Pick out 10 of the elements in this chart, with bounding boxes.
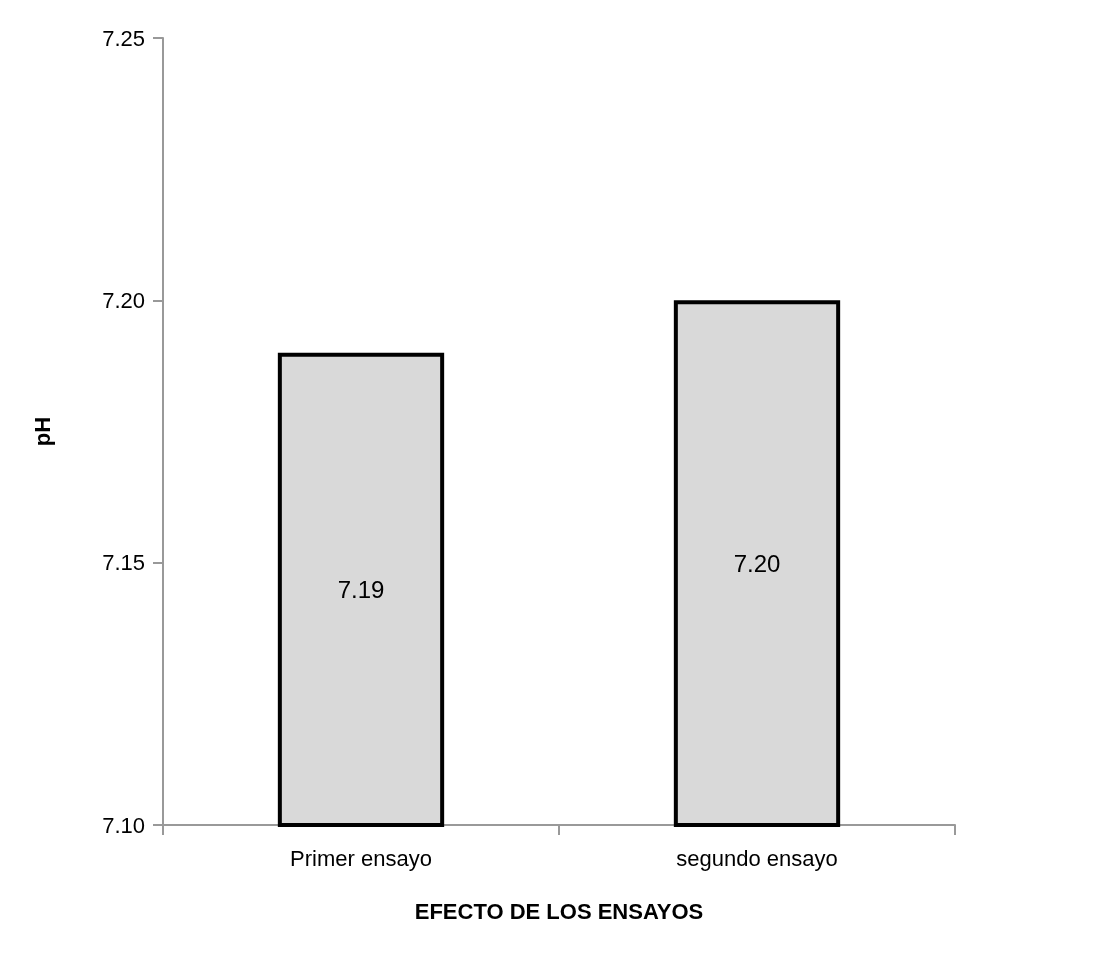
y-tick-label: 7.15 (102, 550, 145, 576)
data-label: 7.20 (733, 550, 781, 578)
y-tick-label: 7.10 (102, 812, 145, 838)
y-tick-label: 7.25 (102, 25, 145, 51)
y-tick-label: 7.20 (102, 287, 145, 313)
x-tick-label: Primer ensayo (290, 845, 432, 871)
y-axis-title: pH (29, 416, 55, 447)
x-axis-title: EFECTO DE LOS ENSAYOS (414, 898, 704, 924)
x-tick-label: segundo ensayo (676, 845, 838, 871)
data-label: 7.19 (337, 576, 385, 604)
